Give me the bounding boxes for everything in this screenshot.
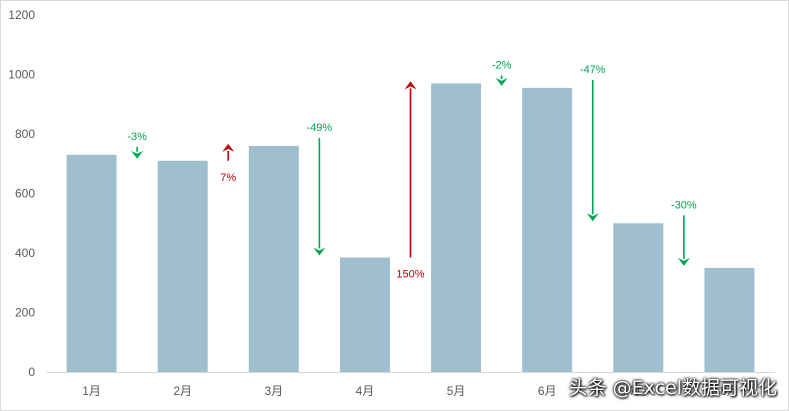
change-label: -30% (671, 199, 697, 211)
down-arrow-icon (586, 213, 599, 222)
y-tick-label: 1200 (8, 8, 35, 22)
up-arrow-icon (222, 143, 235, 152)
y-tick-label: 1000 (8, 68, 35, 82)
change-label: 150% (396, 268, 424, 280)
y-tick-label: 0 (28, 365, 35, 379)
bar (704, 267, 755, 372)
y-axis: 0 200 400 600 800 1000 1200 (8, 8, 35, 379)
change-label: -3% (127, 131, 147, 143)
bar (522, 87, 573, 372)
change-indicator: -49% (307, 122, 333, 256)
bars (66, 83, 755, 373)
change-label: -2% (492, 59, 512, 71)
x-tick-label: 7月 (629, 384, 648, 398)
y-tick-label: 800 (15, 127, 35, 141)
x-tick-label: 6月 (538, 384, 557, 398)
x-tick-label: 1月 (82, 384, 101, 398)
y-tick-label: 600 (15, 187, 35, 201)
down-arrow-icon (131, 150, 144, 159)
x-tick-label: 5月 (447, 384, 466, 398)
x-tick-label: 3月 (264, 384, 283, 398)
change-indicator: -2% (492, 59, 512, 86)
bar (613, 223, 664, 372)
x-tick-label: 8月 (720, 384, 739, 398)
up-arrow-icon (404, 81, 417, 90)
bar (157, 160, 208, 372)
bar (66, 154, 117, 372)
x-tick-label: 2月 (173, 384, 192, 398)
x-tick-label: 4月 (356, 384, 375, 398)
change-indicators: -3% 7% -49% 150% -2% -47% -30% (127, 59, 697, 280)
change-indicator: 7% (220, 143, 236, 184)
change-indicator: 150% (396, 81, 425, 280)
down-arrow-icon (495, 77, 508, 86)
change-label: 7% (220, 172, 236, 184)
change-label: -47% (580, 64, 606, 76)
change-indicator: -47% (580, 64, 606, 222)
change-indicator: -3% (127, 131, 147, 159)
bar (431, 83, 482, 373)
y-tick-label: 400 (15, 246, 35, 260)
change-indicator: -30% (671, 199, 697, 266)
bar (248, 145, 299, 372)
watermark: 头条 @Excel数据可视化 (568, 377, 777, 399)
bar (339, 257, 390, 372)
down-arrow-icon (677, 257, 690, 266)
down-arrow-icon (313, 247, 326, 256)
y-tick-label: 200 (15, 306, 35, 320)
change-label: -49% (307, 122, 333, 134)
x-axis: 1月 2月 3月 4月 5月 6月 7月 8月 (46, 372, 775, 398)
